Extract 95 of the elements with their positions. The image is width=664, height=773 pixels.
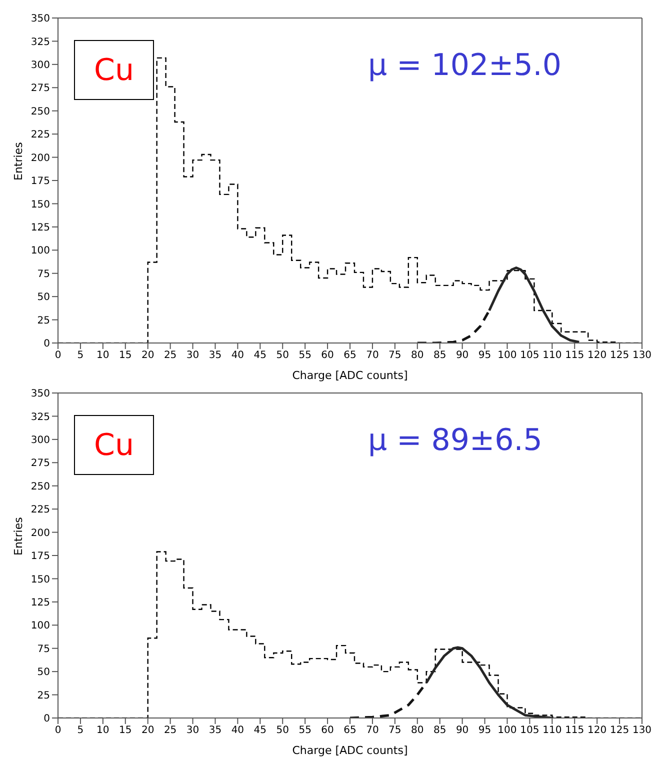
y-tick-label: 200 [30, 528, 50, 539]
y-tick-label: 0 [44, 338, 50, 350]
annotation: μ = 102±5.0 [368, 48, 562, 83]
x-tick-label: 40 [231, 350, 244, 362]
x-tick-label: 20 [141, 350, 154, 362]
x-tick-label: 125 [610, 350, 630, 362]
x-tick-label: 5 [77, 350, 84, 362]
x-axis-title: Charge [ADC counts] [292, 744, 408, 757]
y-tick-label: 50 [37, 667, 50, 678]
x-tick-label: 110 [542, 350, 562, 362]
x-tick-label: 35 [208, 725, 222, 736]
x-tick-label: 80 [411, 350, 424, 362]
y-tick-label: 150 [30, 574, 50, 586]
y-tick-label: 300 [30, 434, 50, 446]
x-tick-label: 130 [632, 350, 652, 362]
x-tick-label: 100 [498, 350, 517, 362]
annotation: Cu [74, 40, 154, 100]
y-tick-label: 250 [30, 106, 50, 118]
y-tick-label: 325 [30, 412, 50, 423]
x-tick-label: 75 [388, 725, 402, 736]
x-tick-label: 50 [276, 725, 289, 736]
x-tick-label: 85 [433, 350, 446, 362]
y-tick-label: 25 [37, 690, 50, 702]
x-tick-label: 60 [321, 725, 334, 736]
y-tick-label: 50 [37, 292, 50, 304]
y-tick-label: 325 [30, 36, 50, 48]
y-tick-label: 125 [30, 597, 50, 608]
y-tick-label: 175 [30, 551, 50, 562]
x-tick-label: 20 [141, 725, 154, 736]
y-tick-label: 175 [30, 176, 50, 188]
y-tick-label: 225 [30, 130, 50, 141]
x-tick-label: 65 [344, 350, 356, 362]
x-tick-label: 65 [344, 725, 356, 736]
y-tick-label: 225 [30, 504, 50, 516]
x-tick-label: 130 [632, 725, 652, 736]
y-tick-label: 250 [30, 481, 50, 492]
annotation: μ = 89±6.5 [368, 423, 542, 458]
y-tick-label: 75 [37, 268, 50, 280]
x-tick-label: 0 [54, 350, 62, 362]
x-tick-label: 95 [478, 350, 492, 362]
x-tick-label: 30 [186, 350, 200, 362]
y-tick-label: 200 [30, 152, 50, 164]
line-series [488, 266, 580, 343]
y-tick-label: 25 [37, 315, 50, 326]
x-tick-label: 40 [231, 725, 244, 736]
y-tick-label: 350 [30, 388, 50, 400]
y-tick-label: 75 [37, 644, 50, 655]
x-axis-title: Charge [ADC counts] [292, 369, 408, 382]
x-tick-label: 85 [433, 725, 446, 736]
x-tick-label: 25 [164, 350, 177, 362]
x-tick-label: 10 [96, 725, 110, 736]
line-series [425, 646, 554, 718]
x-tick-label: 55 [298, 725, 312, 736]
y-tick-label: 100 [30, 246, 50, 257]
annotation: Cu [74, 415, 154, 475]
x-tick-label: 95 [478, 725, 492, 736]
line-series [416, 309, 491, 343]
y-tick-label: 0 [44, 714, 50, 725]
x-tick-label: 35 [208, 350, 222, 362]
y-tick-label: 300 [30, 60, 50, 71]
y-tick-label: 100 [30, 620, 50, 632]
x-tick-label: 10 [96, 350, 110, 362]
y-axis-title: Entries [12, 142, 25, 180]
x-tick-label: 70 [366, 725, 379, 736]
x-tick-label: 115 [565, 350, 584, 362]
x-tick-label: 105 [520, 350, 540, 362]
x-tick-label: 45 [254, 350, 267, 362]
x-tick-label: 60 [321, 350, 334, 362]
x-tick-label: 15 [119, 725, 132, 736]
x-tick-label: 50 [276, 350, 289, 362]
y-tick-label: 275 [30, 458, 50, 470]
y-tick-label: 150 [30, 199, 50, 210]
x-tick-label: 55 [298, 350, 312, 362]
x-tick-label: 15 [119, 350, 132, 362]
x-tick-label: 25 [164, 725, 177, 736]
y-axis-title: Entries [12, 516, 25, 556]
x-tick-label: 90 [456, 350, 469, 362]
x-tick-label: 110 [542, 725, 562, 736]
x-tick-label: 45 [254, 725, 267, 736]
x-tick-label: 75 [388, 350, 402, 362]
x-tick-label: 90 [456, 725, 469, 736]
x-tick-label: 5 [77, 725, 84, 736]
x-tick-label: 30 [186, 725, 200, 736]
x-tick-label: 115 [565, 725, 584, 736]
x-tick-label: 70 [366, 350, 379, 362]
y-tick-label: 275 [30, 83, 50, 94]
x-tick-label: 120 [588, 350, 607, 362]
x-tick-label: 120 [588, 725, 607, 736]
y-tick-label: 125 [30, 222, 50, 234]
x-tick-label: 100 [498, 725, 517, 736]
x-tick-label: 80 [411, 725, 424, 736]
x-tick-label: 0 [54, 725, 62, 736]
y-tick-label: 350 [30, 14, 50, 25]
x-tick-label: 105 [520, 725, 540, 736]
x-tick-label: 125 [610, 725, 630, 736]
